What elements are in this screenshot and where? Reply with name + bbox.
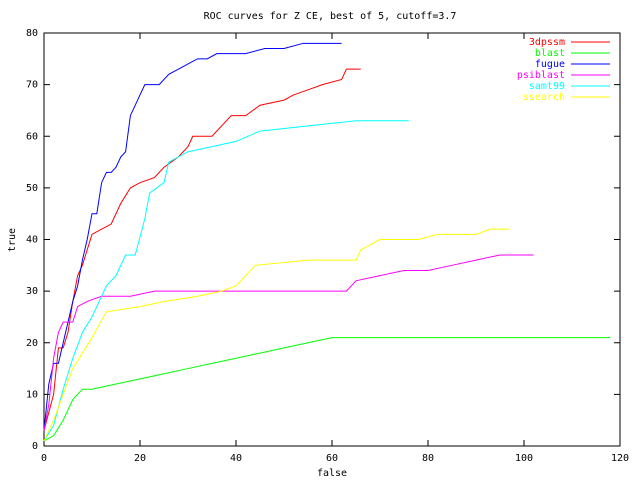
y-tick-label: 70 — [26, 80, 38, 91]
series-line — [43, 337, 611, 442]
x-tick-label: 20 — [134, 453, 146, 464]
x-tick-label: 40 — [230, 453, 242, 464]
x-tick-label: 0 — [41, 453, 47, 464]
series-line — [43, 120, 409, 442]
y-tick-label: 40 — [26, 235, 38, 246]
legend-label: 3dpssm — [529, 37, 565, 48]
y-tick-label: 10 — [26, 389, 38, 400]
x-tick-label: 80 — [422, 453, 434, 464]
legend-label: samt99 — [529, 81, 565, 92]
y-tick-label: 60 — [26, 131, 38, 142]
legend-label: ssearch — [523, 92, 565, 103]
series-line — [43, 42, 342, 431]
legend-label: fugue — [535, 59, 565, 70]
y-tick-label: 30 — [26, 286, 38, 297]
legend-label: psiblast — [517, 70, 565, 81]
y-axis-label: true — [7, 228, 18, 252]
series-line — [43, 68, 361, 431]
y-tick-label: 20 — [26, 338, 38, 349]
y-tick-label: 80 — [26, 28, 38, 39]
x-tick-label: 60 — [326, 453, 338, 464]
x-tick-label: 120 — [611, 453, 629, 464]
chart-title: ROC curves for Z CE, best of 5, cutoff=3… — [204, 11, 457, 22]
series-line — [43, 228, 510, 442]
x-axis-label: false — [317, 468, 347, 479]
legend-label: blast — [535, 48, 565, 59]
x-tick-label: 100 — [515, 453, 533, 464]
y-tick-label: 50 — [26, 183, 38, 194]
y-tick-label: 0 — [32, 441, 38, 452]
series-line — [43, 254, 534, 431]
